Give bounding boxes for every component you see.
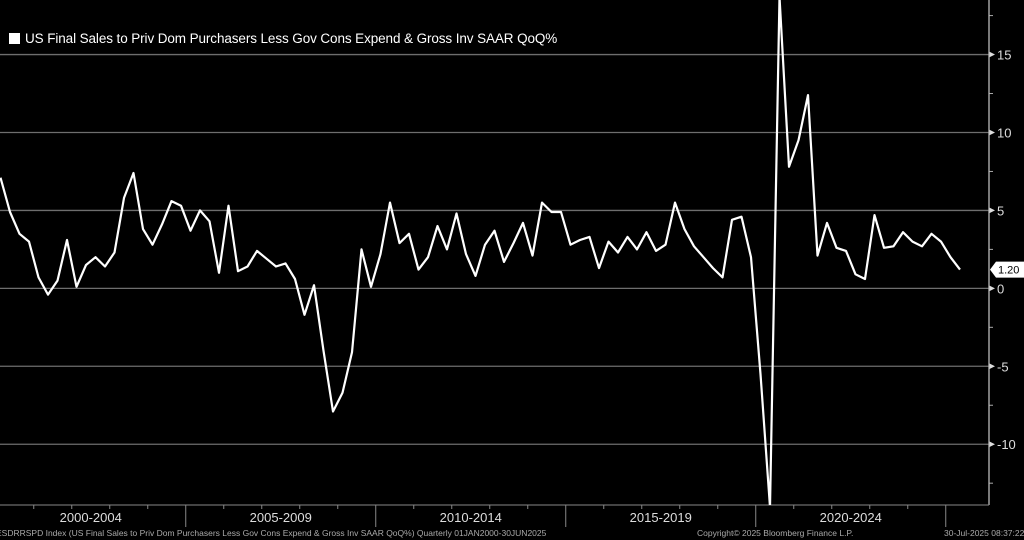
y-tick-label: 0 — [997, 281, 1004, 296]
y-axis: 15 10 5 0 -5 -10 — [988, 0, 1016, 505]
y-tick — [989, 363, 995, 370]
y-tick — [989, 285, 995, 292]
footer-copyright: Copyright© 2025 Bloomberg Finance L.P. — [697, 528, 854, 538]
x-axis: 2000-2004 2005-2009 2010-2014 2015-2019 2020… — [0, 504, 989, 527]
y-tick-label: 5 — [997, 203, 1004, 218]
y-tick-label: 15 — [997, 48, 1011, 63]
y-tick-label: -10 — [997, 437, 1016, 452]
last-value-box — [990, 261, 1024, 278]
y-tick — [989, 129, 995, 136]
y-tick-label: -5 — [997, 359, 1009, 374]
x-tick-label: 2015-2019 — [630, 510, 692, 525]
x-tick-label: 2010-2014 — [440, 510, 502, 525]
footer-source: ESDRRSPD Index (US Final Sales to Priv D… — [0, 528, 547, 538]
footer: ESDRRSPD Index (US Final Sales to Priv D… — [0, 528, 1024, 540]
y-tick — [989, 51, 995, 58]
y-tick — [989, 207, 995, 214]
last-value-label: 1.20 — [990, 261, 1024, 278]
legend-swatch — [9, 33, 20, 44]
x-tick-label: 2020-2024 — [820, 510, 882, 525]
y-tick — [989, 441, 995, 448]
x-tick-label: 2000-2004 — [60, 510, 122, 525]
last-value-text: 1.20 — [998, 265, 1019, 277]
footer-timestamp: 30-Jul-2025 08:37:22 — [944, 528, 1024, 538]
series-line — [0, 0, 961, 505]
legend: US Final Sales to Priv Dom Purchasers Le… — [9, 31, 557, 46]
gridlines — [0, 53, 989, 445]
x-tick-label: 2005-2009 — [250, 510, 312, 525]
y-tick-label: 10 — [997, 125, 1011, 140]
legend-label: US Final Sales to Priv Dom Purchasers Le… — [25, 31, 558, 46]
